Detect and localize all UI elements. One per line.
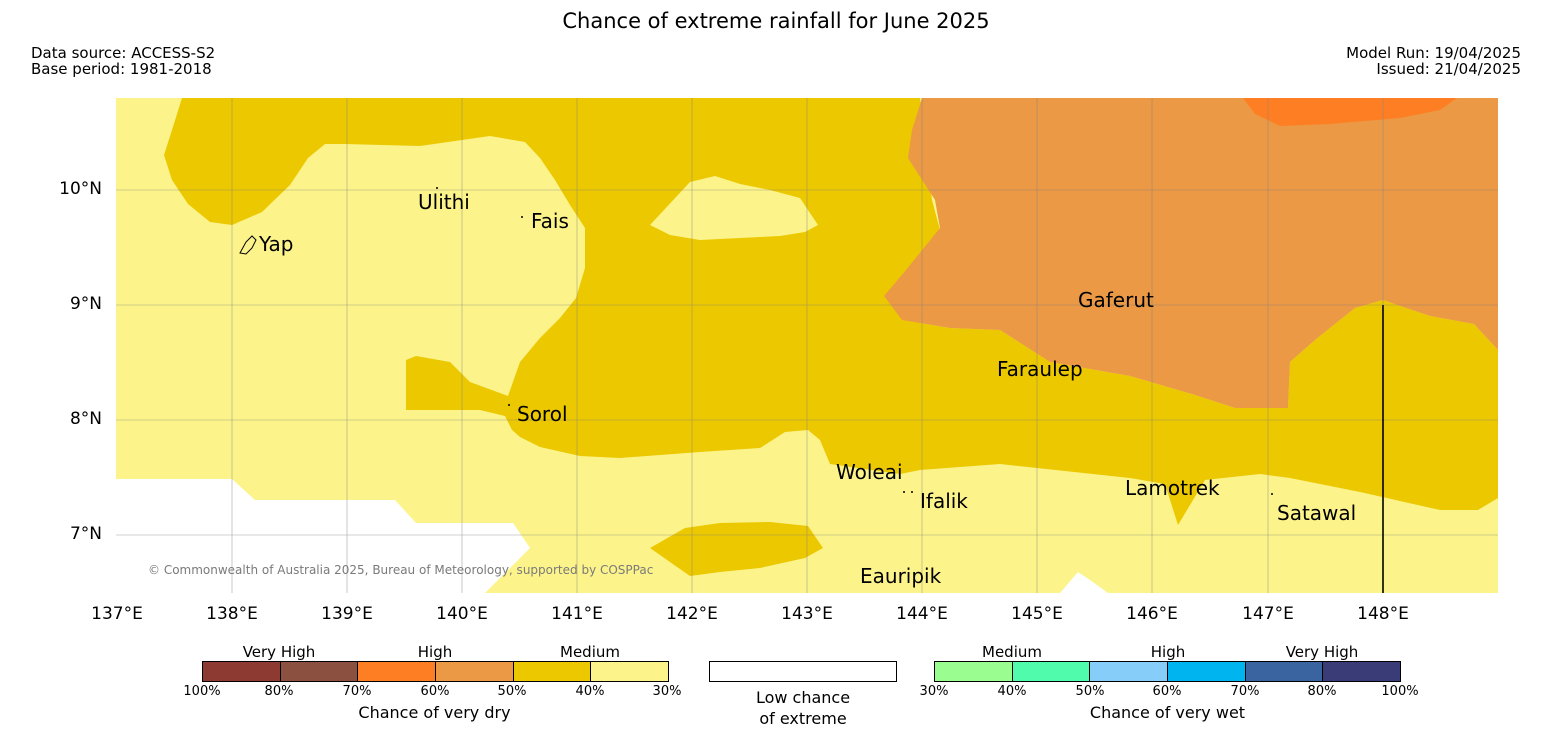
wet-colorbar-title: Chance of very wet (1089, 703, 1246, 722)
dry-colorbar-title: Chance of very dry (358, 703, 511, 722)
lon-label-145e: 145°E (1011, 604, 1063, 624)
dry-tick: 80% (264, 684, 294, 699)
data-source-label: Data source: ACCESS-S2 (31, 44, 216, 62)
lon-label-137e: 137°E (91, 604, 143, 624)
graticule (116, 98, 1498, 593)
dry-swatch-50-40 (513, 662, 592, 681)
wet-tick: 80% (1307, 684, 1337, 699)
dry-tick: 60% (420, 684, 450, 699)
low-chance-swatch (709, 661, 897, 682)
lat-label-10n: 10°N (59, 179, 102, 199)
place-label-lamotrek: Lamotrek (1125, 476, 1220, 500)
region-60-70 (1243, 98, 1457, 126)
place-label-faraulep: Faraulep (997, 357, 1083, 381)
lon-label-142e: 142°E (666, 604, 718, 624)
wet-colorbar (934, 661, 1401, 682)
dry-tick: 30% (652, 684, 682, 699)
wet-swatch-80-100 (1323, 662, 1401, 681)
wet-tick: 50% (1075, 684, 1105, 699)
place-label-ifalik: Ifalik (920, 489, 968, 513)
yap-island-outline (239, 235, 257, 255)
dry-level-medium: Medium (560, 643, 620, 661)
place-label-fais: Fais (531, 209, 569, 233)
wet-tick: 40% (997, 684, 1027, 699)
region-40-50-south (650, 522, 823, 576)
wet-swatch-30-40 (935, 662, 1013, 681)
lon-label-141e: 141°E (551, 604, 603, 624)
lon-label-148e: 148°E (1357, 604, 1409, 624)
dry-tick: 40% (575, 684, 605, 699)
region-50-60 (884, 98, 1498, 408)
place-label-sorol: Sorol (517, 402, 568, 426)
dry-swatch-70-60 (358, 662, 437, 681)
lon-label-138e: 138°E (206, 604, 258, 624)
dry-tick: 100% (183, 684, 221, 699)
place-label-satawal: Satawal (1277, 501, 1357, 525)
place-label-eauripik: Eauripik (860, 564, 942, 588)
dry-level-very-high: Very High (242, 643, 316, 661)
dry-tick: 70% (342, 684, 372, 699)
wet-tick: 30% (919, 684, 949, 699)
wet-level-high: High (1150, 643, 1186, 661)
dry-swatch-100-80 (203, 662, 281, 681)
low-chance-line2: of extreme (759, 709, 847, 728)
low-chance-line1: Low chance (755, 688, 851, 707)
dry-colorbar (202, 661, 669, 682)
lon-label-143e: 143°E (781, 604, 833, 624)
place-label-woleai: Woleai (836, 460, 903, 484)
region-low-chance-west (116, 479, 530, 593)
place-label-gaferut: Gaferut (1078, 288, 1154, 312)
lat-label-8n: 8°N (69, 409, 102, 429)
dry-swatch-80-70 (280, 662, 359, 681)
lon-label-144e: 144°E (896, 604, 948, 624)
wet-tick: 60% (1152, 684, 1182, 699)
lat-label-7n: 7°N (69, 524, 102, 544)
island-dots (436, 187, 1273, 495)
dry-tick: 50% (497, 684, 527, 699)
wet-swatch-60-70 (1168, 662, 1246, 681)
dry-swatch-60-50 (436, 662, 514, 681)
issued-label: Issued: 21/04/2025 (1376, 60, 1521, 78)
lon-label-140e: 140°E (436, 604, 488, 624)
wet-level-very-high: Very High (1285, 643, 1359, 661)
copyright-notice: © Commonwealth of Australia 2025, Bureau… (148, 563, 654, 577)
region-40-50-main (164, 98, 1498, 525)
model-run-label: Model Run: 19/04/2025 (1346, 44, 1521, 62)
lon-label-146e: 146°E (1126, 604, 1178, 624)
dry-swatch-40-30 (591, 662, 669, 681)
wet-swatch-50-60 (1090, 662, 1169, 681)
region-low-chance-east (1060, 572, 1108, 593)
map-title: Chance of extreme rainfall for June 2025 (562, 9, 990, 33)
dry-level-high: High (417, 643, 453, 661)
place-label-ulithi: Ulithi (418, 190, 470, 214)
lon-label-139e: 139°E (321, 604, 373, 624)
base-period-label: Base period: 1981-2018 (31, 60, 212, 78)
wet-tick: 70% (1230, 684, 1260, 699)
lat-label-9n: 9°N (69, 294, 102, 314)
wet-tick: 100% (1381, 684, 1419, 699)
wet-swatch-40-50 (1012, 662, 1091, 681)
place-label-yap: Yap (259, 232, 294, 256)
wet-level-medium: Medium (982, 643, 1042, 661)
lon-label-147e: 147°E (1242, 604, 1294, 624)
wet-swatch-70-80 (1245, 662, 1324, 681)
